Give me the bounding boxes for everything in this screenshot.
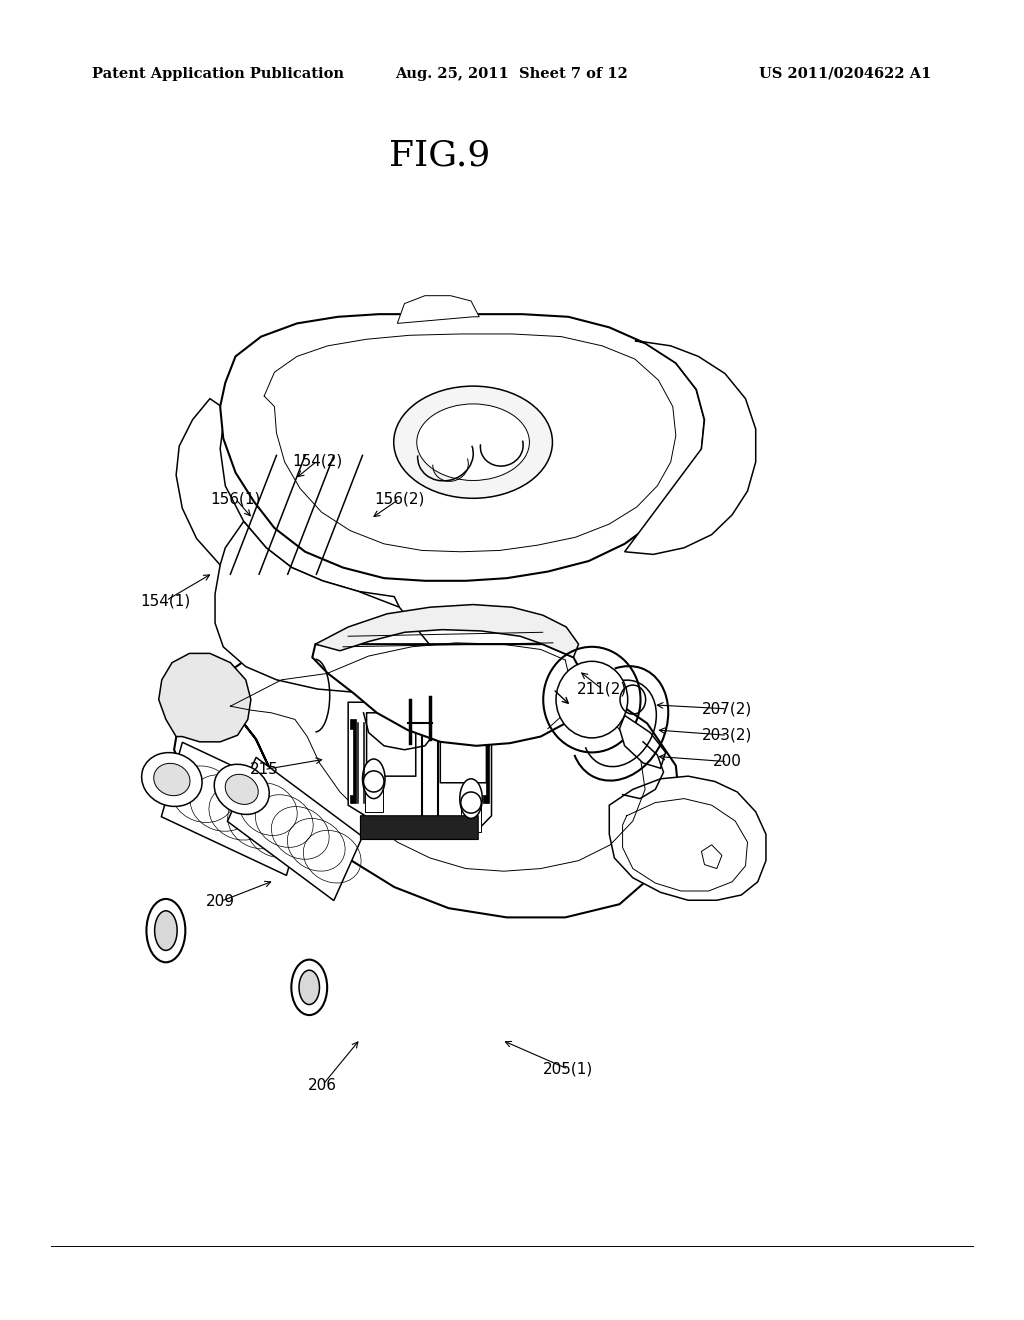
Ellipse shape <box>460 779 482 818</box>
Polygon shape <box>620 715 666 768</box>
Text: 154(1): 154(1) <box>140 593 191 609</box>
Text: 205(1): 205(1) <box>543 1061 594 1077</box>
Text: 156(1): 156(1) <box>210 491 261 507</box>
Text: FIG.9: FIG.9 <box>389 139 490 173</box>
Text: 209: 209 <box>206 894 234 909</box>
Polygon shape <box>483 719 489 803</box>
FancyBboxPatch shape <box>367 713 416 776</box>
Ellipse shape <box>417 404 529 480</box>
Polygon shape <box>461 803 481 832</box>
Text: 215: 215 <box>250 762 279 777</box>
Ellipse shape <box>225 775 258 804</box>
Polygon shape <box>162 742 307 875</box>
Polygon shape <box>625 341 756 554</box>
Polygon shape <box>312 644 586 746</box>
Ellipse shape <box>291 960 328 1015</box>
Ellipse shape <box>146 899 185 962</box>
Text: 206: 206 <box>308 1077 337 1093</box>
Polygon shape <box>159 653 251 742</box>
FancyBboxPatch shape <box>360 816 478 840</box>
Text: Aug. 25, 2011  Sheet 7 of 12: Aug. 25, 2011 Sheet 7 of 12 <box>395 67 629 81</box>
Ellipse shape <box>154 763 190 796</box>
Ellipse shape <box>155 911 177 950</box>
Ellipse shape <box>141 752 202 807</box>
Polygon shape <box>397 296 479 323</box>
Polygon shape <box>227 758 362 900</box>
Ellipse shape <box>393 385 553 499</box>
Polygon shape <box>348 702 492 832</box>
Polygon shape <box>350 719 356 803</box>
Polygon shape <box>215 521 451 693</box>
Text: US 2011/0204622 A1: US 2011/0204622 A1 <box>760 67 932 81</box>
FancyBboxPatch shape <box>440 723 486 783</box>
Text: 156(2): 156(2) <box>374 491 425 507</box>
Text: Patent Application Publication: Patent Application Publication <box>92 67 344 81</box>
Ellipse shape <box>556 661 628 738</box>
Polygon shape <box>365 781 383 812</box>
Ellipse shape <box>364 771 384 792</box>
Polygon shape <box>315 605 579 657</box>
Text: 203(2): 203(2) <box>701 727 753 743</box>
Text: 211(2): 211(2) <box>577 681 628 697</box>
Text: 207(2): 207(2) <box>701 701 753 717</box>
Ellipse shape <box>362 759 385 799</box>
Polygon shape <box>174 649 681 917</box>
Ellipse shape <box>214 764 269 814</box>
Text: 154(2): 154(2) <box>292 453 343 469</box>
Polygon shape <box>220 314 705 581</box>
Text: 200: 200 <box>713 754 741 770</box>
Polygon shape <box>609 776 766 900</box>
Ellipse shape <box>299 970 319 1005</box>
Polygon shape <box>701 845 722 869</box>
Polygon shape <box>176 399 399 610</box>
Ellipse shape <box>461 792 481 813</box>
